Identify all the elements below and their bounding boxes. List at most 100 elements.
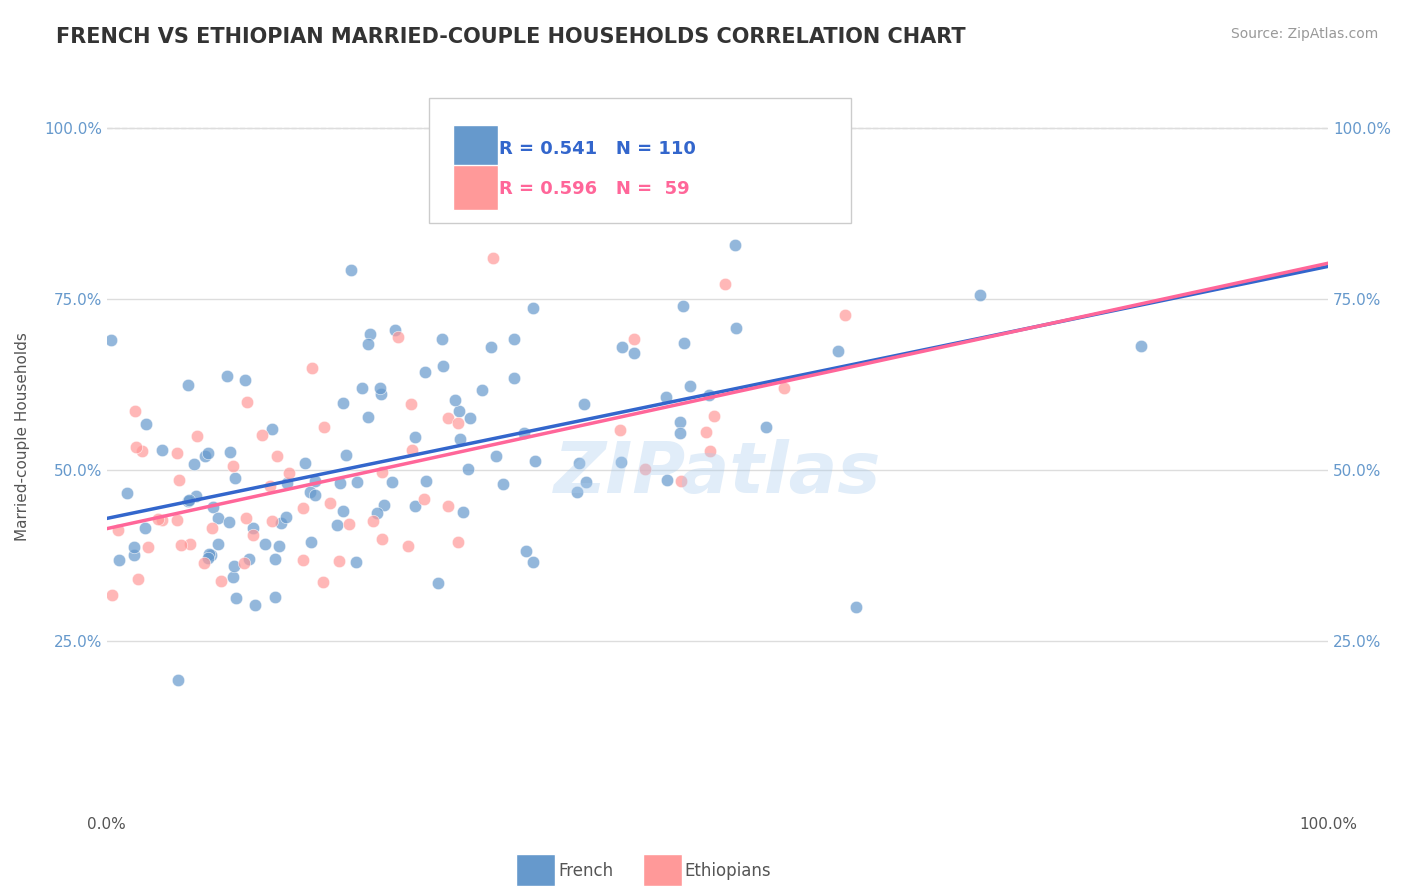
Point [252,428,274,442]
Point [479,340,502,354]
Point [655,390,678,404]
Point [127,573,149,587]
Point [263,551,285,566]
Point [447,404,470,418]
Point [299,485,322,500]
Text: R = 0.596   N =  59: R = 0.596 N = 59 [499,180,690,198]
Point [610,455,633,469]
Point [568,456,591,470]
Point [232,556,254,570]
Point [259,479,281,493]
Point [773,381,796,395]
Point [673,335,696,350]
Point [201,521,224,535]
Point [166,446,188,460]
Point [122,549,145,563]
Point [177,493,200,508]
Point [671,299,693,313]
Point [484,449,506,463]
Point [235,511,257,525]
Point [115,486,138,500]
Point [623,345,645,359]
Point [217,368,239,383]
Point [125,440,148,454]
Point [373,498,395,512]
Point [332,395,354,409]
Point [233,373,256,387]
Point [207,511,229,525]
Point [523,454,546,468]
Point [194,449,217,463]
Point [346,475,368,490]
Point [335,448,357,462]
Point [186,428,208,442]
Point [299,534,322,549]
Text: French: French [558,862,613,880]
Point [513,425,536,440]
Point [124,404,146,418]
Point [218,516,240,530]
Point [432,359,454,373]
Point [177,493,200,508]
Point [328,553,350,567]
Point [723,237,745,252]
Point [131,443,153,458]
Point [243,599,266,613]
Point [699,444,721,458]
Point [176,378,198,392]
Point [337,517,360,532]
Point [447,535,470,549]
Point [344,555,367,569]
Point [502,370,524,384]
Point [260,514,283,528]
Point [292,552,315,566]
Point [329,476,352,491]
Point [291,501,314,516]
Point [399,397,422,411]
Point [200,548,222,562]
Point [266,449,288,463]
Point [350,380,373,394]
Point [186,489,208,503]
Point [413,492,436,507]
Point [224,471,246,485]
Point [101,588,124,602]
Point [623,332,645,346]
Point [134,521,156,535]
Point [326,518,349,533]
Point [834,308,856,322]
Point [262,422,284,436]
Point [366,506,388,520]
Point [725,321,748,335]
Point [136,540,159,554]
Point [253,536,276,550]
Point [235,395,257,409]
Point [167,673,190,687]
Point [695,425,717,439]
Point [515,544,537,558]
Point [679,378,702,392]
Point [845,599,868,614]
Point [267,539,290,553]
Text: Source: ZipAtlas.com: Source: ZipAtlas.com [1230,27,1378,41]
Text: ZIPatlas: ZIPatlas [554,439,882,508]
Point [371,466,394,480]
Point [404,430,426,444]
Point [148,512,170,526]
Point [370,387,392,401]
Point [319,496,342,510]
Point [522,301,544,316]
Point [198,547,221,561]
Point [150,513,173,527]
Point [396,539,419,553]
Point [697,388,720,402]
Point [492,476,515,491]
Point [312,420,335,434]
Point [387,329,409,343]
Point [447,416,470,430]
Point [361,514,384,528]
Point [368,381,391,395]
Point [197,446,219,460]
Point [503,332,526,346]
Point [224,559,246,574]
